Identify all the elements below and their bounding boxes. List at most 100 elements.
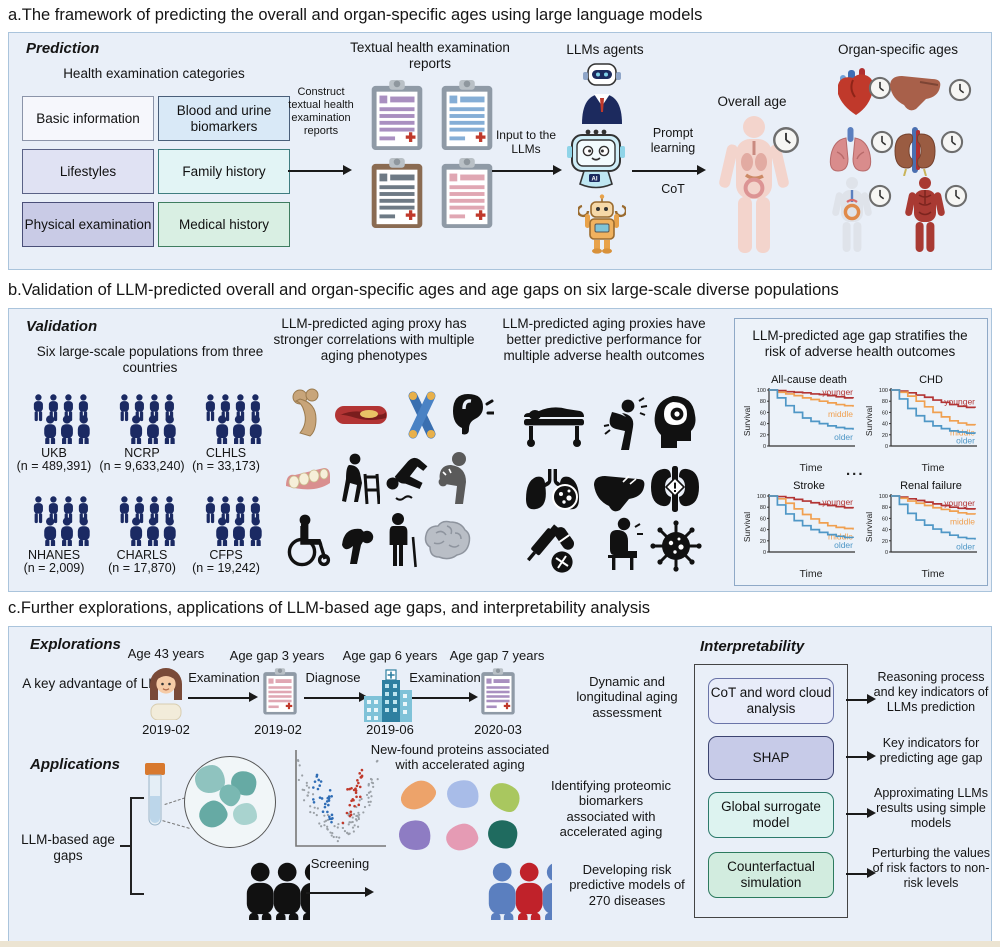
timeline-date: 2020-03 — [474, 722, 522, 737]
chromosome-icon — [408, 391, 436, 439]
human-body-icon — [719, 116, 789, 253]
method-global-surrogate: Global surrogate model — [708, 792, 834, 838]
svg-text:younger: younger — [822, 497, 853, 507]
clipboard-report-icon — [368, 158, 426, 235]
svg-text:60: 60 — [760, 410, 766, 416]
timeline-arrow — [188, 692, 258, 703]
diagnose-label: Diagnose — [305, 670, 361, 685]
category-physical-examination: Physical examination — [22, 202, 154, 247]
age-gap1-label: Age gap 3 years — [229, 648, 325, 663]
muscular-body-icon — [905, 177, 945, 252]
input-arrow-label: Input to the LLMs — [495, 128, 557, 157]
crowd-icon — [16, 496, 92, 551]
overall-age-title: Overall age — [717, 94, 787, 109]
svg-text:40: 40 — [882, 422, 888, 428]
clock-icon — [948, 78, 972, 107]
interpretability-arrow — [846, 694, 876, 705]
teeth-icon — [286, 468, 330, 490]
population-name: NHANES — [27, 548, 81, 562]
sick-sitting-icon — [608, 517, 643, 570]
svg-text:80: 80 — [882, 399, 888, 405]
people-row-colored — [386, 862, 552, 925]
timeline-date: 2019-06 — [366, 722, 414, 737]
phenotypes-title: LLM-predicted aging proxy has stronger c… — [273, 316, 475, 363]
reports-title: Textual health examination reports — [350, 40, 510, 71]
svg-text:80: 80 — [760, 399, 766, 405]
svg-text:younger: younger — [822, 387, 853, 397]
svg-text:younger: younger — [944, 396, 975, 406]
survival-chart-stroke: Stroke Survival 0 20 40 60 80 100 younger middle o… — [742, 480, 855, 580]
category-lifestyles: Lifestyles — [22, 149, 154, 194]
prompt-learning-label: Prompt learning — [650, 126, 696, 155]
hospital-icon — [364, 669, 412, 722]
construct-arrow-label: Construct textual health examination rep… — [288, 86, 354, 137]
kidney-failure-icon — [651, 466, 699, 512]
timeline-date: 2019-02 — [254, 722, 302, 737]
robot-ai-icon: AI — [567, 129, 625, 189]
artery-icon — [335, 406, 387, 424]
svg-text:20: 20 — [760, 539, 766, 545]
svg-text:0: 0 — [885, 444, 888, 450]
applications-label: Applications — [30, 756, 121, 773]
category-blood-urine-biomarkers: Blood and urine biomarkers — [158, 96, 290, 141]
lungs-icon — [829, 127, 872, 172]
svg-text:middle: middle — [950, 516, 975, 526]
proteins-title: New-found proteins associated with accel… — [370, 742, 550, 773]
population-name: CHARLS — [116, 548, 168, 562]
populations-title: Six large-scale populations from three c… — [36, 344, 264, 375]
clock-icon — [940, 130, 964, 159]
panel-b-title: b.Validation of LLM-predicted overall an… — [8, 281, 839, 299]
svg-text:0: 0 — [763, 444, 766, 450]
method-counterfactual: Counterfactual simulation — [708, 852, 834, 898]
svg-text:80: 80 — [760, 505, 766, 511]
age-label: Age 43 years — [127, 646, 205, 661]
svg-text:40: 40 — [882, 528, 888, 534]
death-bed-icon — [524, 407, 584, 447]
svg-text:older: older — [956, 436, 975, 446]
cane-person-icon — [389, 513, 417, 568]
svg-text:older: older — [834, 540, 853, 550]
wheelchair-icon — [287, 514, 331, 567]
screening-arrow — [306, 887, 374, 898]
svg-text:80: 80 — [882, 505, 888, 511]
back-pain-icon — [438, 452, 466, 504]
population-n: (n = 33,173) — [192, 459, 260, 473]
people-row-black — [144, 862, 310, 925]
bracket — [120, 797, 144, 895]
clipboard-report-icon — [438, 80, 496, 157]
robot-agent-icon — [582, 63, 622, 124]
interpretability-box — [694, 664, 848, 918]
organ-ages-title: Organ-specific ages — [837, 42, 959, 57]
svg-text:20: 20 — [760, 433, 766, 439]
svg-text:60: 60 — [760, 516, 766, 522]
interpretability-output: Reasoning process and key indicators of … — [873, 670, 989, 714]
page-bottom-strip — [0, 941, 1000, 947]
hunched-person-icon — [342, 528, 374, 564]
interpretability-output: Approximating LLMs results using simple … — [874, 786, 988, 830]
liver-icon — [890, 76, 941, 111]
svg-text:60: 60 — [882, 516, 888, 522]
svg-text:40: 40 — [760, 528, 766, 534]
timeline-arrow — [304, 692, 368, 703]
stratify-title: LLM-predicted age gap stratifies the ris… — [752, 328, 968, 359]
chest-pain-icon — [603, 397, 648, 450]
virus-icon — [650, 520, 702, 572]
stroke-head-icon — [654, 396, 696, 448]
interpretability-arrow — [846, 868, 876, 879]
svg-text:100: 100 — [757, 388, 766, 394]
interpretability-label: Interpretability — [700, 638, 805, 655]
population-name: UKB — [41, 446, 67, 460]
age-gap2-label: Age gap 6 years — [342, 648, 438, 663]
examination1-label: Examination — [188, 670, 260, 685]
interpretability-output: Key indicators for predicting age gap — [879, 736, 983, 765]
crowd-icon — [102, 496, 178, 551]
population-n: (n = 17,870) — [108, 561, 176, 575]
volcano-plot — [295, 750, 386, 847]
ear-icon — [453, 394, 494, 435]
document-icon — [480, 666, 516, 723]
survival-chart-all-cause-death: All-cause death Survival 0 20 40 60 80 100 young… — [742, 374, 855, 474]
robot-toy-icon — [578, 194, 626, 254]
brain-icon — [424, 520, 471, 560]
timeline-date: 2019-02 — [142, 722, 190, 737]
stratify-box — [734, 318, 988, 586]
